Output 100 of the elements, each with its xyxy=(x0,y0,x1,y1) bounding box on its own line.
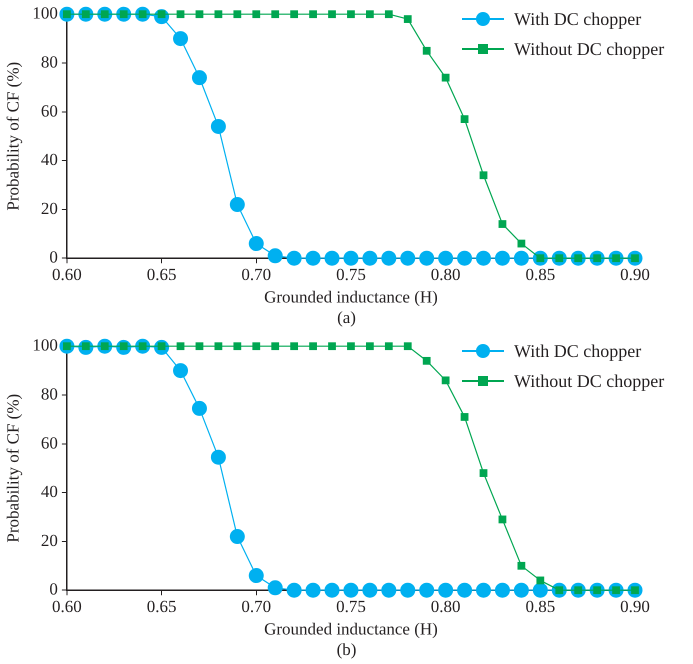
x-tick-label: 0.75 xyxy=(336,264,366,284)
x-tick-label: 0.65 xyxy=(146,596,176,616)
point xyxy=(173,363,188,378)
x-tick-label: 0.90 xyxy=(620,596,650,616)
point xyxy=(480,469,488,477)
point xyxy=(290,10,298,18)
point xyxy=(438,250,454,266)
x-tick-label: 0.65 xyxy=(146,264,176,284)
point xyxy=(476,250,492,266)
point xyxy=(536,576,544,584)
point xyxy=(460,413,468,421)
point xyxy=(309,10,317,18)
point xyxy=(532,582,548,598)
point xyxy=(306,582,321,598)
point xyxy=(517,240,526,248)
point xyxy=(268,580,283,596)
y-tick-label: 0 xyxy=(49,580,58,599)
y-tick-label: 100 xyxy=(32,4,58,23)
point xyxy=(366,342,374,350)
point xyxy=(233,342,242,350)
point xyxy=(347,342,355,350)
point xyxy=(252,342,260,350)
legend-label: With DC chopper xyxy=(514,340,642,362)
y-tick-label: 0 xyxy=(49,248,58,267)
point xyxy=(517,562,526,570)
point xyxy=(286,250,302,266)
point xyxy=(404,15,412,23)
point xyxy=(343,582,358,598)
point xyxy=(328,10,336,18)
x-tick-label: 0.80 xyxy=(430,264,461,284)
x-tick-label: 0.85 xyxy=(525,264,556,284)
point xyxy=(324,582,340,598)
y-tick-label: 20 xyxy=(40,198,58,218)
y-tick-label: 80 xyxy=(40,384,58,404)
point xyxy=(400,250,416,266)
text: (a) xyxy=(336,308,357,328)
point xyxy=(384,10,393,18)
point xyxy=(400,582,416,598)
point xyxy=(173,31,188,46)
point xyxy=(457,250,472,266)
point xyxy=(457,582,472,598)
point xyxy=(381,250,396,266)
point xyxy=(233,10,242,18)
point xyxy=(230,529,245,544)
point xyxy=(476,582,492,598)
point xyxy=(176,10,184,18)
legend-label: Without DC chopper xyxy=(514,38,664,60)
y-tick-label: 60 xyxy=(40,433,58,452)
point xyxy=(328,342,336,350)
point xyxy=(196,10,204,18)
point xyxy=(442,74,450,82)
x-tick-label: 0.70 xyxy=(241,596,272,616)
point xyxy=(324,250,340,266)
legend-label: With DC chopper xyxy=(514,8,642,30)
point xyxy=(422,356,431,365)
point xyxy=(498,220,506,228)
point xyxy=(268,248,283,264)
point xyxy=(404,342,412,350)
point xyxy=(214,10,222,18)
point xyxy=(192,70,207,86)
point xyxy=(210,450,226,465)
point xyxy=(419,250,434,266)
point xyxy=(438,582,454,598)
point xyxy=(196,342,204,350)
y-axis-title: Probability of CF (%) xyxy=(4,62,23,211)
point xyxy=(514,582,529,598)
point xyxy=(442,376,450,384)
point xyxy=(214,342,222,350)
point xyxy=(309,342,317,350)
x-tick-label: 0.90 xyxy=(620,264,650,284)
x-tick-label: 0.75 xyxy=(336,596,366,616)
x-tick-label: 0.60 xyxy=(52,596,82,616)
point xyxy=(381,582,396,598)
point xyxy=(362,582,378,598)
point xyxy=(494,582,510,598)
point xyxy=(230,197,245,212)
point xyxy=(343,250,358,266)
y-tick-label: 60 xyxy=(40,101,58,120)
point xyxy=(347,10,355,18)
point xyxy=(514,250,529,266)
point xyxy=(252,10,260,18)
point xyxy=(422,46,431,55)
y-tick-label: 20 xyxy=(40,530,58,550)
point xyxy=(210,118,226,134)
point xyxy=(271,342,280,350)
point xyxy=(362,250,378,266)
x-tick-label: 0.70 xyxy=(241,264,272,284)
x-axis-title: Grounded inductance (H) xyxy=(264,619,438,638)
point xyxy=(192,400,207,416)
point xyxy=(271,10,280,18)
y-tick-label: 80 xyxy=(40,52,58,72)
y-tick-label: 40 xyxy=(40,150,58,170)
x-tick-label: 0.80 xyxy=(430,596,461,616)
y-tick-label: 100 xyxy=(32,336,58,355)
point xyxy=(290,342,298,350)
y-axis-title: Probability of CF (%) xyxy=(4,394,23,543)
point xyxy=(176,342,184,350)
point xyxy=(366,10,374,18)
point xyxy=(306,250,321,266)
point xyxy=(248,568,264,584)
